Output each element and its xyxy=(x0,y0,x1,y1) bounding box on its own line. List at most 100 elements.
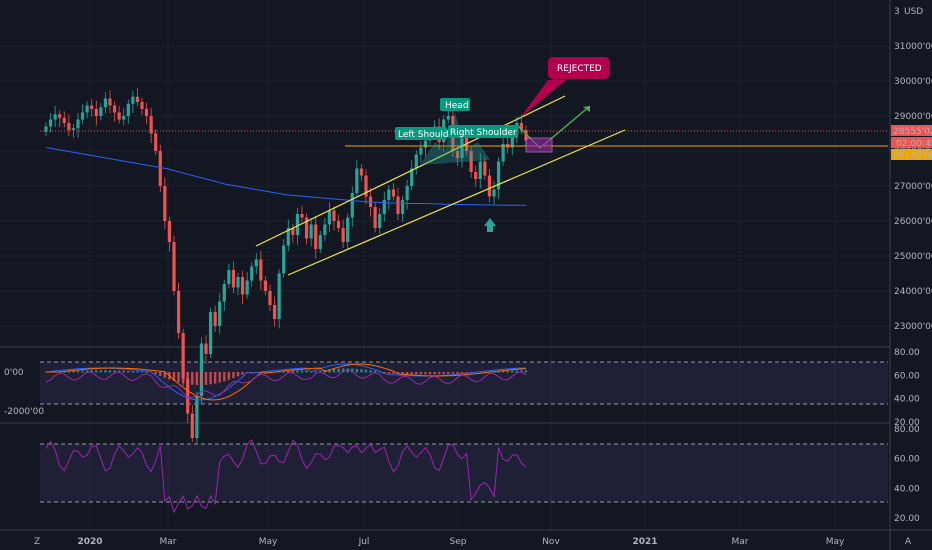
tag-left-shoulder[interactable]: Left Should xyxy=(395,127,449,140)
candle-body xyxy=(474,172,478,179)
candle-body xyxy=(227,270,231,284)
macd-histogram-bar xyxy=(392,372,395,374)
macd-tick-label: -2000'00 xyxy=(4,407,44,417)
macd-histogram-bar xyxy=(186,372,189,385)
candle-body xyxy=(90,105,94,109)
candle-body xyxy=(154,133,158,151)
candle-body xyxy=(519,123,524,130)
auto-scale-icon[interactable]: A xyxy=(905,537,912,547)
macd-histogram-bar xyxy=(213,372,217,384)
macd-histogram-bar xyxy=(351,368,354,373)
oscillator-axis: 0'00-2000'0080.0060.0040.0020.0080.0060.… xyxy=(4,348,920,524)
price-badge-current: 28555'02 xyxy=(891,125,932,137)
macd-histogram-bar xyxy=(520,370,523,373)
candle-body xyxy=(222,284,226,302)
macd-tick-label: 0'00 xyxy=(4,368,24,378)
candle-body xyxy=(286,228,290,246)
currency-label[interactable]: USD xyxy=(904,7,923,17)
macd-histogram-bar xyxy=(506,370,509,373)
macd-histogram-bar xyxy=(113,370,116,373)
tag-left-shoulder-label: Left Should xyxy=(398,130,449,140)
callout-rejected[interactable]: REJECTED xyxy=(520,57,610,118)
macd-histogram-bar xyxy=(483,371,487,373)
candle-body xyxy=(423,140,428,148)
timer-badge: 02:00:49 xyxy=(896,139,932,149)
macd-histogram-bar xyxy=(154,372,157,375)
candle-body xyxy=(250,266,254,281)
current-price-badge: 28555'02 xyxy=(893,127,932,137)
macd-histogram-bar xyxy=(524,370,528,373)
macd-histogram-bar xyxy=(85,370,89,373)
macd-histogram-bar xyxy=(177,372,180,383)
macd-histogram-bar xyxy=(515,370,519,373)
macd-histogram-bar xyxy=(241,372,244,375)
time-tick-label: Jul xyxy=(358,537,370,547)
time-tick-label: Mar xyxy=(160,537,177,547)
rsi-band xyxy=(40,444,888,502)
grid-lines xyxy=(0,0,890,530)
candle-body xyxy=(245,280,249,295)
macd-histogram-bar xyxy=(309,371,313,373)
macd-histogram-bar xyxy=(437,372,441,375)
candle-body xyxy=(410,168,414,186)
macd-histogram-bar xyxy=(387,372,391,374)
macd-histogram-bar xyxy=(195,372,199,386)
candle-body xyxy=(176,291,181,333)
macd-histogram-bar xyxy=(360,369,363,373)
macd-histogram-bar xyxy=(346,368,349,373)
macd-histogram-bar xyxy=(99,370,103,373)
tag-right-shoulder[interactable]: Right Shoulder xyxy=(448,125,518,138)
macd-histogram-bar xyxy=(159,372,162,377)
candle-body xyxy=(48,119,53,127)
candle-body xyxy=(236,277,240,288)
candle-body xyxy=(364,175,368,197)
macd-histogram-bar xyxy=(497,370,500,373)
price-tick-label: 23000'00 xyxy=(894,322,932,332)
rsi-right-tick: 40.00 xyxy=(894,484,920,494)
candle-body xyxy=(318,235,322,249)
candle-body xyxy=(149,116,153,134)
zoom-icon[interactable]: Z xyxy=(34,537,40,547)
support-badge: 28149'08 xyxy=(893,151,932,161)
macd-histogram-bar xyxy=(447,372,450,374)
candle-body xyxy=(190,413,194,438)
macd-histogram-bar xyxy=(314,371,317,373)
macd-histogram-bar xyxy=(401,372,404,374)
candle-body xyxy=(295,214,300,235)
candle-body xyxy=(387,189,391,200)
time-tick-label: Nov xyxy=(542,537,560,547)
candle-body xyxy=(373,207,377,228)
candle-body xyxy=(272,305,277,319)
tag-right-shoulder-label: Right Shoulder xyxy=(450,128,517,138)
price-tick-label: 31000'00 xyxy=(894,42,932,52)
candle-body xyxy=(323,224,327,235)
time-tick-label: May xyxy=(259,537,278,547)
candle-body xyxy=(99,107,103,116)
macd-histogram-bar xyxy=(296,370,299,373)
candle-body xyxy=(58,114,62,118)
candle-body xyxy=(263,280,268,291)
candle-body xyxy=(396,196,400,214)
candle-body xyxy=(186,378,190,414)
macd-histogram-bar xyxy=(369,370,372,373)
candle-body xyxy=(131,96,135,104)
projection-arrow-icon xyxy=(583,106,590,112)
candle-body xyxy=(231,270,236,288)
macd-histogram-bar xyxy=(250,372,253,374)
tag-head[interactable]: Head xyxy=(440,98,470,111)
time-tick-label: Sep xyxy=(450,537,467,547)
candle-body xyxy=(144,109,149,116)
macd-histogram-bar xyxy=(300,370,304,373)
candle-body xyxy=(446,116,450,120)
candle-body xyxy=(94,109,98,116)
candle-body xyxy=(213,312,217,326)
macd-histogram-bar xyxy=(305,370,308,373)
macd-histogram-bar xyxy=(122,370,125,373)
macd-rsi-band xyxy=(40,362,888,404)
candle-body xyxy=(300,214,304,218)
candle-body xyxy=(44,126,48,132)
candle-body xyxy=(400,200,405,214)
macd-histogram-bar xyxy=(319,370,322,373)
